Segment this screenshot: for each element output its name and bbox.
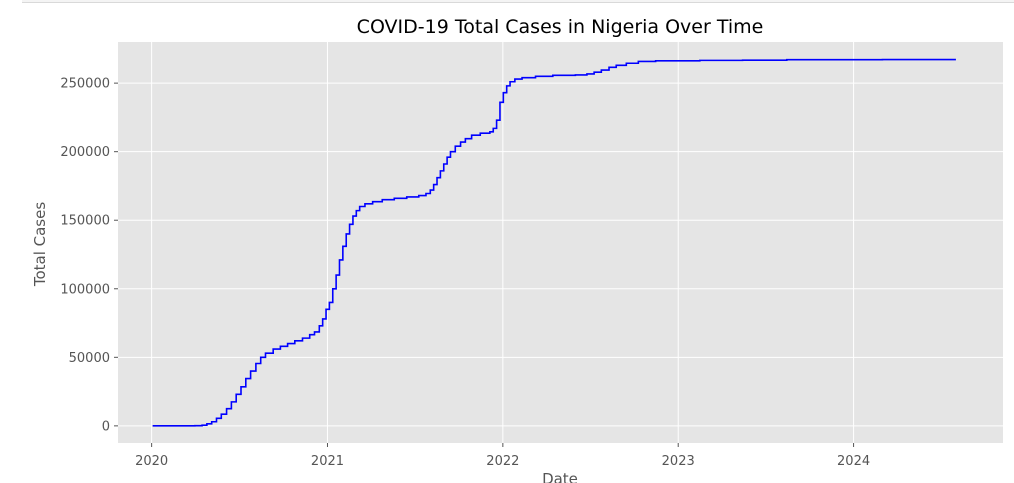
series-group	[152, 58, 956, 427]
y-axis: 0 50000 100000 150000 200000 250000	[60, 77, 118, 434]
plot-background	[118, 42, 1003, 443]
x-tick-label: 2024	[837, 454, 870, 469]
y-tick-label: 50000	[69, 351, 110, 366]
x-tick-label: 2023	[662, 454, 695, 469]
top-border	[22, 0, 1014, 3]
y-tick-label: 0	[102, 419, 110, 434]
chart-title: COVID-19 Total Cases in Nigeria Over Tim…	[357, 16, 764, 38]
y-tick-label: 100000	[60, 282, 110, 297]
y-tick-label: 250000	[60, 77, 110, 92]
x-tick-label: 2020	[135, 454, 168, 469]
y-grid	[118, 82, 1003, 427]
x-grid	[151, 42, 855, 443]
y-axis-label: Total Cases	[31, 202, 49, 288]
series-line	[152, 58, 956, 427]
x-axis: 2020 2021 2022 2023 2024	[135, 443, 870, 469]
x-axis-label: Date	[542, 470, 578, 483]
y-tick-label: 200000	[60, 145, 110, 160]
x-tick-label: 2022	[486, 454, 519, 469]
y-tick-label: 150000	[60, 214, 110, 229]
x-tick-label: 2021	[311, 454, 344, 469]
